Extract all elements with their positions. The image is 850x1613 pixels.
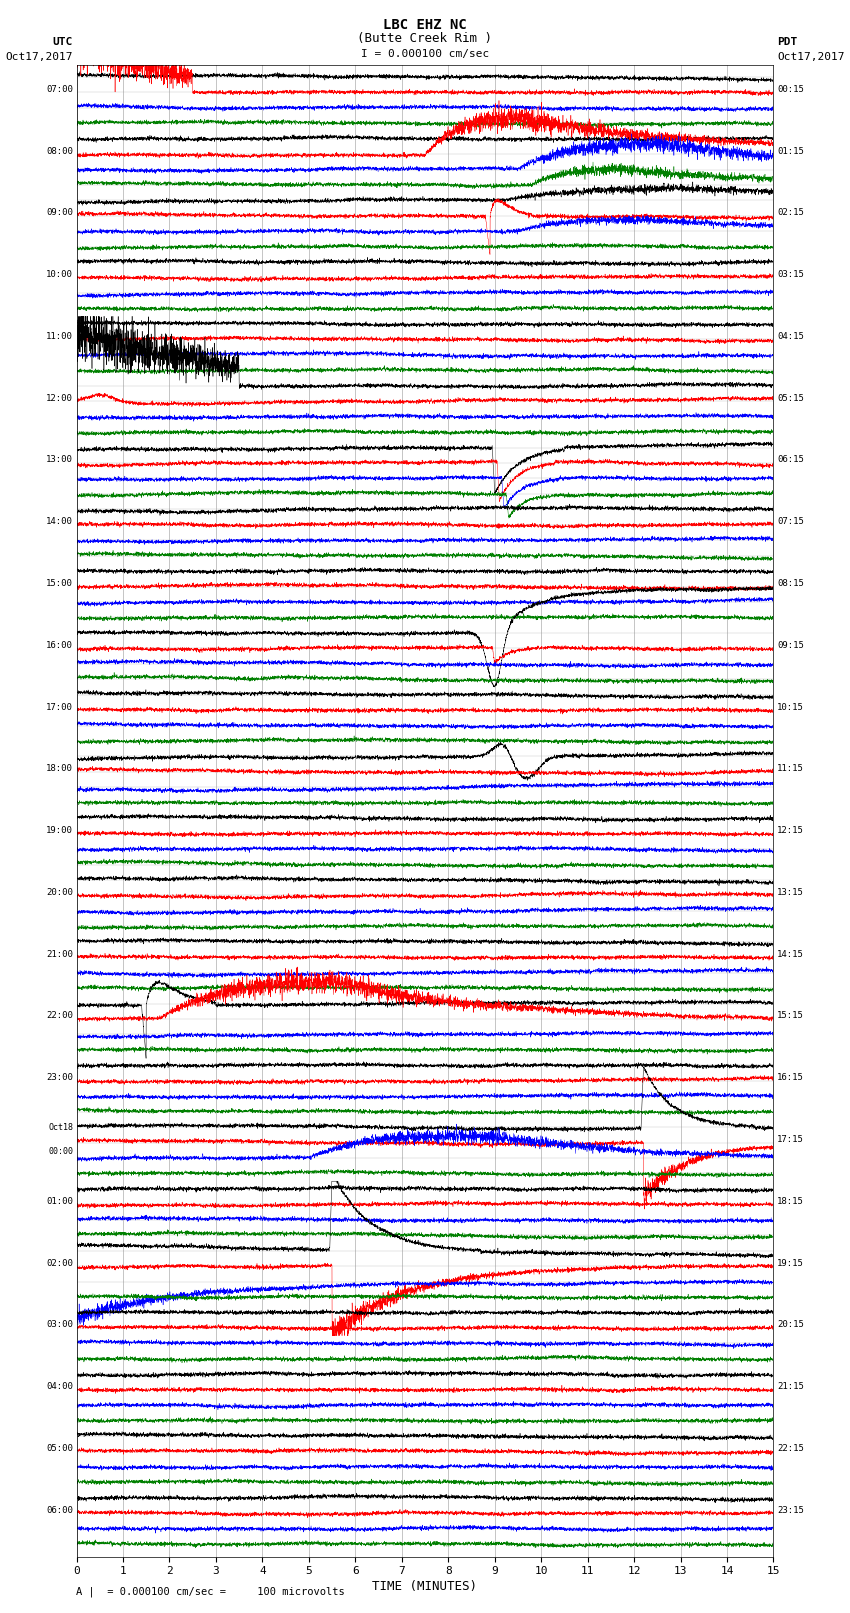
Text: 03:15: 03:15 (777, 269, 804, 279)
Text: 19:15: 19:15 (777, 1258, 804, 1268)
Text: LBC EHZ NC: LBC EHZ NC (383, 18, 467, 32)
Text: 01:15: 01:15 (777, 147, 804, 155)
Text: I = 0.000100 cm/sec: I = 0.000100 cm/sec (361, 48, 489, 58)
Text: 10:00: 10:00 (46, 269, 73, 279)
Text: 04:15: 04:15 (777, 332, 804, 340)
Text: 16:00: 16:00 (46, 640, 73, 650)
Text: 20:15: 20:15 (777, 1321, 804, 1329)
Text: 08:00: 08:00 (46, 147, 73, 155)
Text: 14:00: 14:00 (46, 518, 73, 526)
Text: 05:00: 05:00 (46, 1444, 73, 1453)
Text: 08:15: 08:15 (777, 579, 804, 589)
Text: 03:00: 03:00 (46, 1321, 73, 1329)
Text: 23:00: 23:00 (46, 1073, 73, 1082)
Text: 00:00: 00:00 (48, 1147, 73, 1157)
Text: 18:15: 18:15 (777, 1197, 804, 1207)
Text: A |  = 0.000100 cm/sec =     100 microvolts: A | = 0.000100 cm/sec = 100 microvolts (76, 1586, 345, 1597)
Text: Oct18: Oct18 (48, 1123, 73, 1132)
Text: 07:15: 07:15 (777, 518, 804, 526)
Text: 09:00: 09:00 (46, 208, 73, 218)
Text: 13:00: 13:00 (46, 455, 73, 465)
Text: 13:15: 13:15 (777, 887, 804, 897)
Text: 06:00: 06:00 (46, 1505, 73, 1515)
Text: 16:15: 16:15 (777, 1073, 804, 1082)
Text: UTC: UTC (53, 37, 73, 47)
Text: 02:00: 02:00 (46, 1258, 73, 1268)
Text: 00:15: 00:15 (777, 85, 804, 94)
Text: Oct17,2017: Oct17,2017 (5, 52, 73, 61)
Text: 06:15: 06:15 (777, 455, 804, 465)
Text: 20:00: 20:00 (46, 887, 73, 897)
Text: 14:15: 14:15 (777, 950, 804, 958)
Text: 23:15: 23:15 (777, 1505, 804, 1515)
Text: 21:15: 21:15 (777, 1382, 804, 1390)
Text: 19:00: 19:00 (46, 826, 73, 836)
Text: (Butte Creek Rim ): (Butte Creek Rim ) (358, 32, 492, 45)
Text: 11:15: 11:15 (777, 765, 804, 773)
Text: 07:00: 07:00 (46, 85, 73, 94)
Text: 12:15: 12:15 (777, 826, 804, 836)
Text: PDT: PDT (777, 37, 797, 47)
Text: 21:00: 21:00 (46, 950, 73, 958)
Text: 17:15: 17:15 (777, 1136, 804, 1144)
Text: 04:00: 04:00 (46, 1382, 73, 1390)
Text: 15:00: 15:00 (46, 579, 73, 589)
Text: 11:00: 11:00 (46, 332, 73, 340)
Text: Oct17,2017: Oct17,2017 (777, 52, 845, 61)
Text: 05:15: 05:15 (777, 394, 804, 403)
Text: 22:15: 22:15 (777, 1444, 804, 1453)
Text: 15:15: 15:15 (777, 1011, 804, 1021)
Text: 17:00: 17:00 (46, 703, 73, 711)
X-axis label: TIME (MINUTES): TIME (MINUTES) (372, 1581, 478, 1594)
Text: 12:00: 12:00 (46, 394, 73, 403)
Text: 10:15: 10:15 (777, 703, 804, 711)
Text: 18:00: 18:00 (46, 765, 73, 773)
Text: 01:00: 01:00 (46, 1197, 73, 1207)
Text: 09:15: 09:15 (777, 640, 804, 650)
Text: 02:15: 02:15 (777, 208, 804, 218)
Text: 22:00: 22:00 (46, 1011, 73, 1021)
